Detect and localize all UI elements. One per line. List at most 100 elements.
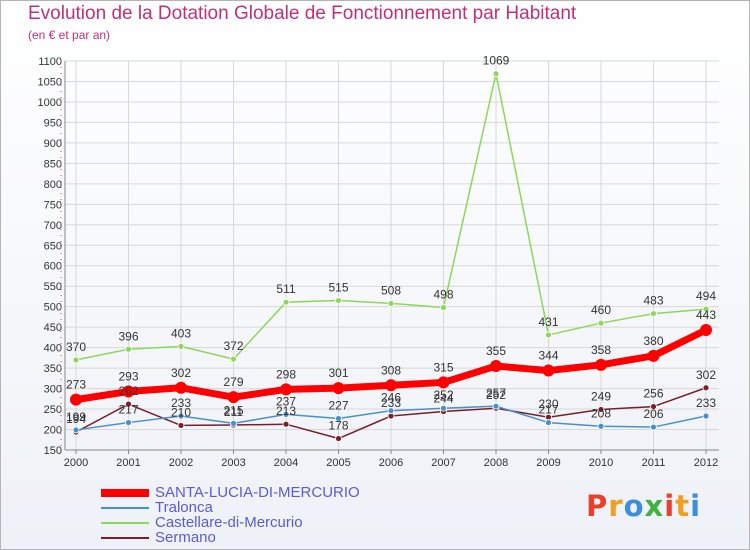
grid bbox=[65, 60, 719, 451]
y-tick-label: 1100 bbox=[38, 56, 62, 68]
data-label: 237 bbox=[276, 394, 296, 408]
data-label: 301 bbox=[328, 366, 348, 380]
data-label: 217 bbox=[118, 403, 138, 417]
data-point bbox=[702, 412, 710, 420]
data-point bbox=[122, 385, 135, 398]
data-point bbox=[72, 356, 80, 364]
legend-item: Sermano bbox=[101, 530, 360, 545]
data-label: 244 bbox=[433, 392, 453, 406]
y-tick-label: 900 bbox=[44, 138, 62, 150]
data-label: 443 bbox=[696, 308, 716, 322]
data-label: 308 bbox=[381, 363, 401, 377]
data-label: 211 bbox=[224, 405, 243, 419]
data-label: 199 bbox=[66, 410, 86, 424]
data-point bbox=[650, 403, 657, 410]
data-point bbox=[177, 343, 185, 350]
data-label: 370 bbox=[66, 340, 86, 354]
data-label: 355 bbox=[486, 344, 506, 358]
data-label: 233 bbox=[381, 396, 401, 410]
y-tick-label: 550 bbox=[44, 281, 62, 293]
data-point bbox=[332, 382, 345, 395]
data-point bbox=[702, 384, 710, 392]
logo-letter: o bbox=[623, 489, 645, 523]
data-label: 372 bbox=[223, 339, 243, 353]
data-label: 511 bbox=[276, 282, 295, 296]
y-tick-label: 300 bbox=[44, 384, 62, 396]
data-label: 273 bbox=[66, 378, 86, 392]
logo-letter: P bbox=[586, 489, 609, 523]
data-point bbox=[650, 423, 657, 431]
data-label: 246 bbox=[381, 391, 401, 405]
data-label: 252 bbox=[433, 388, 453, 402]
data-point bbox=[335, 297, 342, 304]
data-label: 380 bbox=[643, 334, 663, 348]
data-point bbox=[440, 404, 447, 412]
logo-letter: x bbox=[644, 489, 665, 523]
x-tick-label: 2000 bbox=[64, 457, 88, 469]
x-tick-label: 2002 bbox=[169, 457, 193, 469]
data-label: 215 bbox=[223, 403, 243, 417]
x-tick-label: 2007 bbox=[431, 457, 455, 469]
data-point bbox=[230, 419, 237, 427]
data-point bbox=[125, 345, 132, 353]
legend: SANTA-LUCIA-DI-MERCURIO Tralonca Castellar… bbox=[101, 485, 360, 545]
legend-item: Tralonca bbox=[101, 500, 360, 515]
data-point bbox=[650, 310, 657, 318]
data-point bbox=[440, 304, 447, 311]
x-tick-label: 2011 bbox=[642, 457, 666, 469]
data-labels: 370 396 403 372 511 515 508 498 1069 431 460 483 494… bbox=[66, 54, 716, 433]
data-point bbox=[177, 412, 185, 420]
data-label: 178 bbox=[328, 419, 348, 433]
proxiti-logo: Proxiti bbox=[586, 489, 701, 523]
data-label: 233 bbox=[171, 396, 191, 410]
data-point bbox=[492, 402, 500, 410]
data-point bbox=[597, 422, 605, 430]
logo-letter: t bbox=[675, 489, 691, 523]
data-point bbox=[282, 420, 290, 428]
y-tick-label: 750 bbox=[44, 199, 62, 211]
data-point bbox=[227, 391, 240, 404]
legend-label: Tralonca bbox=[155, 499, 213, 516]
legend-label: Castellare-di-Mercurio bbox=[155, 514, 303, 531]
data-label: 344 bbox=[538, 349, 558, 363]
legend-item: SANTA-LUCIA-DI-MERCURIO bbox=[101, 485, 360, 500]
data-label: 515 bbox=[328, 281, 348, 295]
data-label: 302 bbox=[696, 368, 716, 382]
y-tick-label: 1050 bbox=[38, 76, 62, 88]
data-label: 1069 bbox=[483, 54, 510, 68]
data-point bbox=[700, 324, 712, 337]
series bbox=[70, 70, 712, 442]
data-label: 208 bbox=[591, 406, 611, 420]
data-label: 257 bbox=[486, 386, 506, 400]
data-point bbox=[230, 355, 237, 363]
logo-letter: r bbox=[608, 489, 624, 523]
y-tick-label: 650 bbox=[44, 240, 62, 252]
data-point bbox=[387, 407, 395, 415]
data-label: 252 bbox=[486, 388, 506, 402]
data-label: 227 bbox=[328, 398, 348, 412]
data-label: 213 bbox=[276, 404, 296, 418]
y-tick-label: 350 bbox=[44, 363, 62, 375]
data-point bbox=[387, 300, 395, 307]
data-point bbox=[545, 419, 552, 426]
x-tick-label: 2001 bbox=[116, 457, 140, 469]
x-tick-label: 2003 bbox=[221, 457, 245, 469]
data-label: 315 bbox=[433, 360, 453, 374]
data-label: 494 bbox=[696, 289, 716, 303]
data-point bbox=[175, 381, 187, 394]
data-point bbox=[492, 70, 500, 78]
logo-letter: i bbox=[664, 489, 676, 523]
x-tick-label: 2010 bbox=[589, 457, 613, 469]
data-label: 194 bbox=[66, 412, 86, 426]
x-tick-label: 2005 bbox=[326, 457, 350, 469]
data-point bbox=[542, 364, 555, 377]
data-label: 249 bbox=[591, 389, 611, 403]
data-point bbox=[125, 400, 132, 408]
data-label: 483 bbox=[643, 294, 663, 308]
data-label: 279 bbox=[223, 375, 243, 389]
data-label: 293 bbox=[118, 369, 138, 383]
x-tick-label: 2008 bbox=[484, 457, 508, 469]
logo-letter: i bbox=[690, 489, 702, 523]
legend-swatch bbox=[101, 506, 149, 509]
